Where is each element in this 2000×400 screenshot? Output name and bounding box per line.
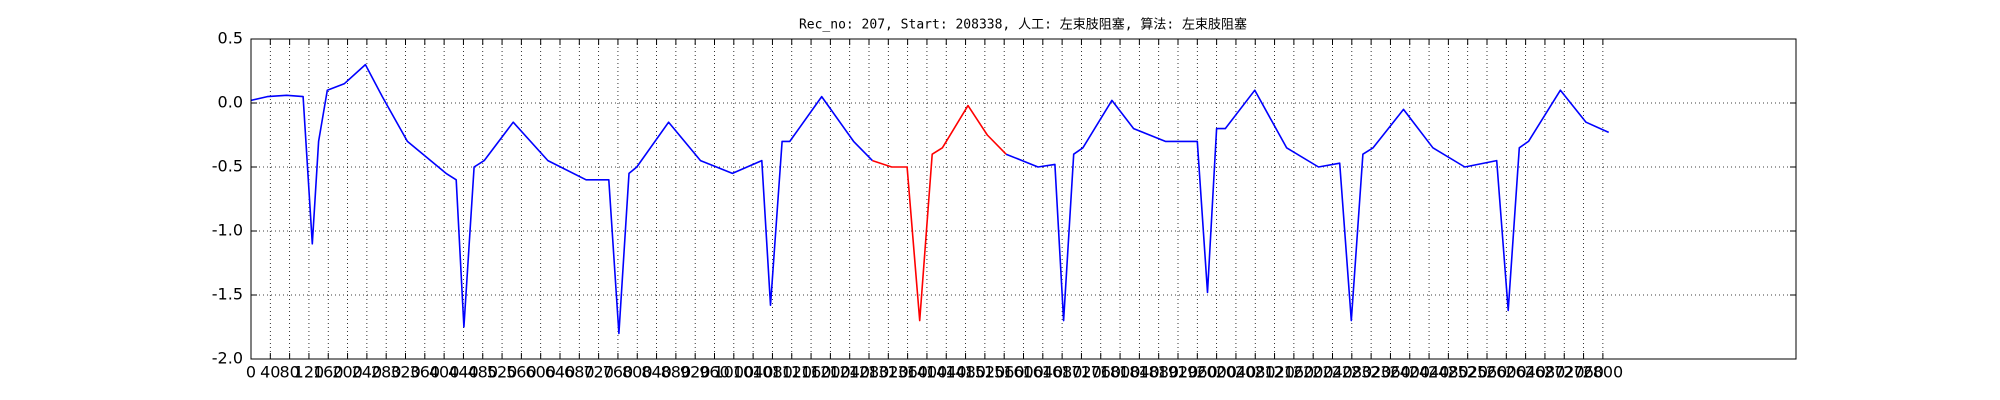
x-tick-label: 2160 [1274, 363, 1315, 382]
x-tick-label: 2400 [1389, 363, 1430, 382]
y-tick-label: -2.0 [212, 349, 243, 368]
x-tick-label: 1920 [1158, 363, 1199, 382]
x-tick-label: 2680 [1525, 363, 1566, 382]
x-tick-label: 680 [564, 363, 595, 382]
x-tick-label: 1960 [1177, 363, 1218, 382]
chart-title: Rec_no: 207, Start: 208338, 人工: 左束肢阻塞, 算… [799, 17, 1247, 33]
x-tick-label: 2200 [1293, 363, 1334, 382]
x-tick-label: 240 [352, 363, 383, 382]
x-tick-label: 2720 [1544, 363, 1585, 382]
x-tick-label: 2360 [1370, 363, 1411, 382]
x-tick-label: 2440 [1409, 363, 1450, 382]
x-tick-label: 1520 [965, 363, 1006, 382]
y-tick-label: -1.5 [212, 285, 243, 304]
x-tick-label: 560 [506, 363, 537, 382]
y-tick-label: -0.5 [212, 157, 243, 176]
x-tick-label: 440 [448, 363, 479, 382]
x-tick-label: 720 [583, 363, 614, 382]
x-tick-label: 1120 [771, 363, 812, 382]
x-tick-label: 1800 [1100, 363, 1141, 382]
x-tick-label: 600 [525, 363, 556, 382]
y-tick-label: 0.5 [218, 29, 243, 48]
x-tick-label: 2240 [1312, 363, 1353, 382]
x-tick-label: 520 [487, 363, 518, 382]
x-tick-label: 2640 [1505, 363, 1546, 382]
y-tick-label: 0.0 [218, 93, 243, 112]
x-tick-label: 1040 [733, 363, 774, 382]
x-tick-label: 1000 [713, 363, 754, 382]
x-tick-label: 360 [410, 363, 441, 382]
x-tick-label: 960 [699, 363, 730, 382]
x-tick-label: 1760 [1080, 363, 1121, 382]
x-tick-label: 2800 [1583, 363, 1624, 382]
x-tick-label: 2040 [1216, 363, 1257, 382]
x-tick-label: 1880 [1138, 363, 1179, 382]
x-tick-label: 2520 [1447, 363, 1488, 382]
x-tick-label: 1400 [907, 363, 948, 382]
x-tick-label: 1720 [1061, 363, 1102, 382]
x-tick-label: 800 [622, 363, 653, 382]
x-tick-label: 160 [313, 363, 344, 382]
y-tick-label: -1.0 [212, 221, 243, 240]
x-tick-label: 1200 [810, 363, 851, 382]
x-tick-label: 200 [332, 363, 363, 382]
x-tick-label: 2280 [1331, 363, 1372, 382]
x-tick-label: 2000 [1196, 363, 1237, 382]
x-tick-label: 1600 [1003, 363, 1044, 382]
ecg-line [250, 63, 1610, 335]
x-tick-label: 80 [279, 363, 299, 382]
x-tick-label: 2320 [1351, 363, 1392, 382]
x-tick-label: 2480 [1428, 363, 1469, 382]
x-tick-label: 1440 [926, 363, 967, 382]
x-tick-label: 320 [390, 363, 421, 382]
x-tick-label: 0 [246, 363, 256, 382]
x-tick-label: 1160 [791, 363, 832, 382]
x-tick-label: 1320 [868, 363, 909, 382]
x-tick-label: 280 [371, 363, 402, 382]
x-tick-label: 2120 [1254, 363, 1295, 382]
x-tick-label: 1280 [849, 363, 890, 382]
x-tick-label: 1480 [945, 363, 986, 382]
x-tick-label: 2600 [1486, 363, 1527, 382]
x-tick-label: 640 [545, 363, 576, 382]
x-tick-label: 400 [429, 363, 460, 382]
x-tick-label: 120 [294, 363, 325, 382]
x-tick-label: 920 [680, 363, 711, 382]
x-tick-label: 2080 [1235, 363, 1276, 382]
x-tick-label: 760 [603, 363, 634, 382]
x-tick-label: 2760 [1563, 363, 1604, 382]
x-tick-label: 1240 [829, 363, 870, 382]
x-tick-label: 880 [661, 363, 692, 382]
ecg-line [872, 104, 1007, 322]
x-tick-label: 1080 [752, 363, 793, 382]
x-tick-label: 480 [467, 363, 498, 382]
plot-frame [250, 38, 1797, 360]
x-tick-label: 1560 [984, 363, 1025, 382]
x-tick-label: 2560 [1467, 363, 1508, 382]
x-tick-label: 1680 [1042, 363, 1083, 382]
x-tick-label: 40 [260, 363, 280, 382]
x-tick-label: 1360 [887, 363, 928, 382]
x-tick-label: 1840 [1119, 363, 1160, 382]
x-tick-label: 840 [641, 363, 672, 382]
x-tick-label: 1640 [1022, 363, 1063, 382]
